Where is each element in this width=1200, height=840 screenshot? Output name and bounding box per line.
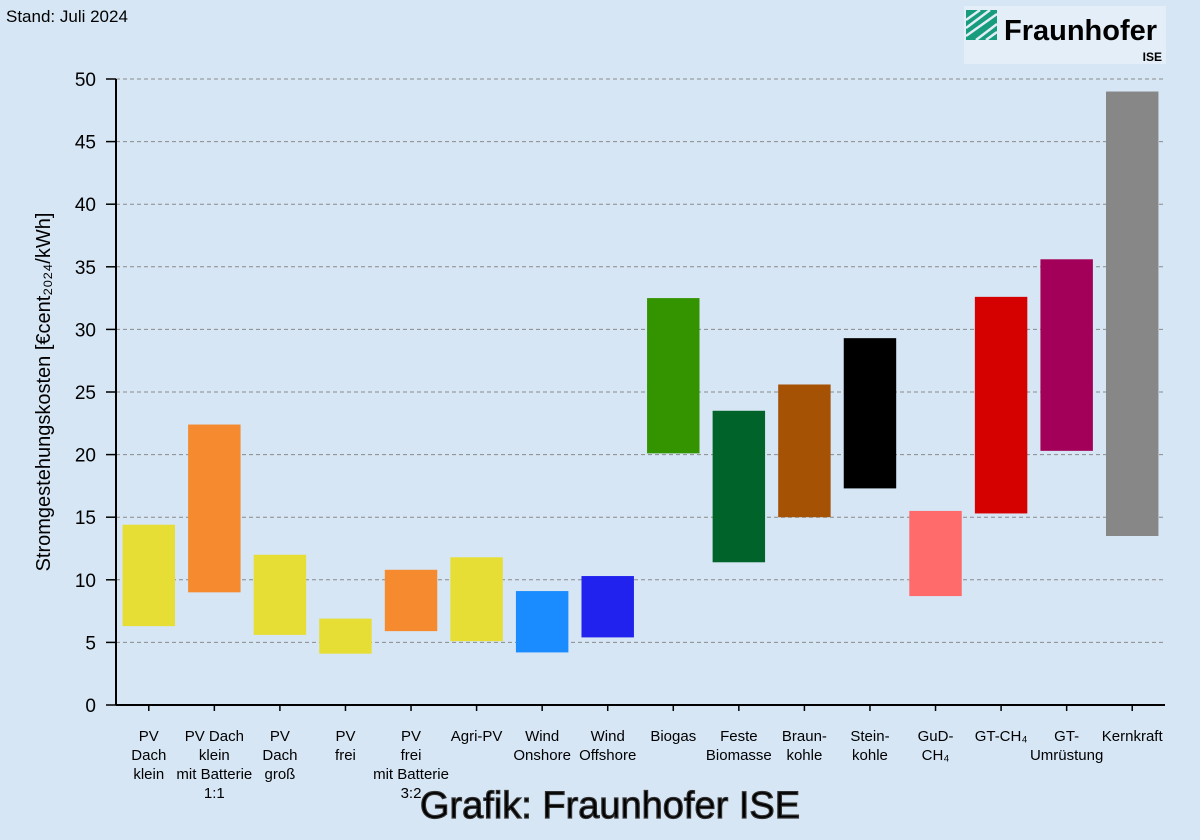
- logo-institute: ISE: [1143, 50, 1162, 64]
- x-tick-label: Dach: [262, 747, 297, 764]
- logo-text: Fraunhofer: [1004, 15, 1157, 47]
- x-tick-label: kohle: [786, 747, 822, 764]
- x-tick-label: CH₄: [922, 747, 950, 764]
- footer: Grafik: Fraunhofer ISE: [420, 785, 800, 827]
- y-tick-label: 40: [75, 195, 96, 216]
- y-tick-label: 0: [85, 696, 96, 717]
- bar: [384, 569, 438, 632]
- y-tick-label: 35: [75, 258, 96, 279]
- y-tick-label: 5: [85, 633, 96, 654]
- bar: [974, 296, 1028, 514]
- x-tick-label: Agri-PV: [451, 728, 503, 745]
- x-tick-label: mit Batterie: [176, 766, 252, 783]
- x-tick-label: PV: [401, 728, 421, 745]
- bar: [843, 338, 897, 489]
- x-tick-label: PV Dach: [185, 728, 244, 745]
- x-tick-label: PV: [139, 728, 159, 745]
- x-tick-label: groß: [264, 766, 295, 783]
- y-axis-label: Stromgestehungskosten [€cent₂₀₂₄/kWh]: [33, 213, 55, 572]
- x-tick-label: Wind: [525, 728, 559, 745]
- x-tick-label: Biogas: [650, 728, 696, 745]
- bar: [778, 384, 831, 518]
- logo: Fraunhofer ISE: [964, 6, 1166, 64]
- x-tick-label: klein: [133, 766, 164, 783]
- x-tick-label: frei: [335, 747, 356, 764]
- x-tick-label: kohle: [852, 747, 888, 764]
- x-tick-label: 3:2: [401, 785, 422, 802]
- x-tick-label: Umrüstung: [1030, 747, 1103, 764]
- bar: [647, 298, 700, 454]
- x-tick-label: mit Batterie: [373, 766, 449, 783]
- x-tick-label: GuD-: [918, 728, 954, 745]
- y-tick-label: 10: [75, 571, 96, 592]
- bar: [1040, 259, 1093, 451]
- x-tick-label: Kernkraft: [1102, 728, 1164, 745]
- x-tick-label: Onshore: [513, 747, 571, 764]
- x-tick-label: Wind: [591, 728, 625, 745]
- y-tick-label: 15: [75, 508, 96, 529]
- bar: [188, 424, 241, 593]
- y-tick-label: 30: [75, 320, 96, 341]
- logo-box: [964, 6, 1166, 64]
- x-tick-label: frei: [401, 747, 422, 764]
- bar: [253, 554, 307, 635]
- bar: [450, 557, 503, 642]
- x-tick-label: klein: [199, 747, 230, 764]
- x-tick-label: GT-CH₄: [975, 728, 1028, 745]
- bar: [1105, 91, 1159, 536]
- y-tick-label: 20: [75, 446, 96, 467]
- bar: [122, 524, 176, 627]
- x-tick-label: Dach: [131, 747, 166, 764]
- y-tick-label: 25: [75, 383, 96, 404]
- bar: [515, 591, 569, 653]
- bar: [581, 576, 634, 638]
- y-tick-label: 50: [75, 70, 96, 91]
- x-tick-label: Biomasse: [706, 747, 772, 764]
- x-tick-label: GT-: [1054, 728, 1079, 745]
- bar: [319, 618, 372, 654]
- x-tick-label: Feste: [720, 728, 758, 745]
- x-tick-label: 1:1: [204, 785, 225, 802]
- bar: [909, 510, 962, 597]
- x-tick-label: Braun-: [782, 728, 827, 745]
- x-tick-label: Stein-: [850, 728, 889, 745]
- x-tick-label: Offshore: [579, 747, 636, 764]
- logo-stripes: [965, 8, 998, 42]
- stand-label: Stand: Juli 2024: [6, 7, 128, 26]
- bar: [712, 410, 766, 563]
- x-tick-label: PV: [335, 728, 355, 745]
- y-tick-label: 45: [75, 133, 96, 154]
- x-tick-label: PV: [270, 728, 290, 745]
